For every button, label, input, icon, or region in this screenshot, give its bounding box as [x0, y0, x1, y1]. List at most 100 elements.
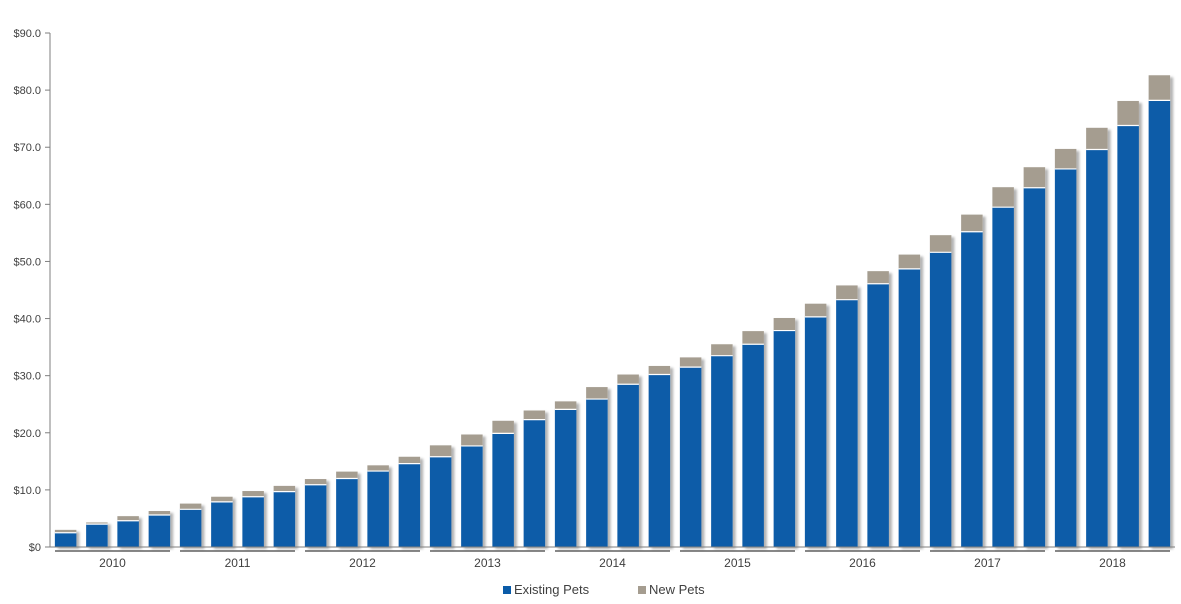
bar-stack [742, 331, 764, 547]
bar-stack [461, 434, 483, 547]
bar-existing-pets [617, 384, 639, 547]
bar-new-pets [86, 522, 108, 525]
bar-stack [992, 187, 1014, 547]
y-tick-label: $80.0 [13, 85, 41, 97]
bar-new-pets [929, 235, 952, 253]
bar-existing-pets [836, 299, 858, 547]
bar-new-pets [398, 456, 421, 464]
bar-stack [773, 317, 796, 547]
bar-new-pets [1086, 127, 1108, 150]
bar-new-pets [742, 331, 764, 345]
bar-new-pets [211, 496, 233, 502]
x-tick-label: 2012 [349, 556, 376, 570]
bar-existing-pets [898, 268, 921, 547]
bar-stack [367, 465, 389, 547]
bar-stack [336, 471, 358, 547]
bar-existing-pets [867, 283, 889, 547]
x-tick-label: 2014 [599, 556, 626, 570]
x-tick-label: 2018 [1099, 556, 1126, 570]
bar-stack [648, 365, 671, 547]
bar-existing-pets [992, 207, 1014, 547]
x-tick-label: 2017 [974, 556, 1001, 570]
legend-swatch [638, 586, 646, 594]
bar-existing-pets [461, 445, 483, 547]
bar-new-pets [554, 401, 577, 410]
bar-stack [492, 420, 514, 547]
bar-stack [1023, 167, 1046, 547]
bar-stack [804, 303, 827, 547]
bar-new-pets [1148, 75, 1171, 101]
bar-new-pets [242, 491, 264, 497]
x-tick-label: 2016 [849, 556, 876, 570]
y-tick-label: $90.0 [13, 28, 41, 40]
bar-stack [679, 357, 702, 547]
x-tick-label: 2013 [474, 556, 501, 570]
x-tick-label: 2011 [225, 556, 251, 570]
bar-stack [586, 387, 608, 547]
bar-stack [711, 344, 733, 547]
bar-stack [617, 374, 639, 547]
bar-stack [1117, 100, 1139, 548]
bar-existing-pets [492, 433, 514, 547]
bar-stack [211, 496, 233, 547]
bar-existing-pets [586, 399, 608, 547]
bar-stack [836, 285, 858, 547]
bar-stack [554, 401, 577, 547]
bar-existing-pets [336, 478, 358, 547]
bar-new-pets [273, 485, 296, 492]
y-tick-label: $30.0 [13, 371, 41, 383]
bar-existing-pets [148, 515, 171, 547]
bar-existing-pets [398, 463, 421, 547]
legend-swatch [503, 586, 511, 594]
bar-stack [429, 445, 452, 547]
bar-stack [242, 491, 264, 547]
bar-existing-pets [1054, 168, 1077, 547]
legend-item-new-pets: New Pets [638, 582, 705, 597]
bar-new-pets [617, 374, 639, 385]
bar-stack [398, 456, 421, 547]
bar-existing-pets [1117, 125, 1139, 548]
bar-stack [117, 516, 139, 547]
bar-new-pets [679, 357, 702, 368]
y-axis: $0 $10.0 $20.0 $30.0 $40.0 $50.0 $60.0 $70.0 $80… [13, 28, 51, 554]
y-tick-label: $0 [29, 542, 41, 554]
y-tick-label: $60.0 [13, 199, 41, 211]
bar-existing-pets [523, 419, 546, 547]
legend-item-existing-pets: Existing Pets [503, 582, 590, 597]
bar-stack [867, 271, 889, 547]
bar-existing-pets [742, 344, 764, 547]
bar-stack [1054, 148, 1077, 547]
bar-existing-pets [1148, 100, 1171, 547]
bar-existing-pets [117, 520, 139, 547]
bar-existing-pets [273, 491, 296, 547]
bars-layer [54, 75, 1171, 548]
bar-existing-pets [367, 471, 389, 547]
bar-new-pets [429, 445, 452, 457]
bar-existing-pets [679, 367, 702, 547]
bar-new-pets [367, 465, 389, 472]
bar-existing-pets [304, 484, 327, 547]
y-tick-label: $40.0 [13, 314, 41, 326]
x-axis: 2010 2011 2012 2013 2014 2015 2016 2017 2018 [50, 546, 1175, 570]
bar-stack [929, 235, 952, 547]
bar-new-pets [461, 434, 483, 446]
bar-stack [523, 410, 546, 547]
bar-stack [304, 479, 327, 547]
bar-new-pets [148, 511, 171, 516]
y-tick-label: $20.0 [13, 428, 41, 440]
bar-new-pets [336, 471, 358, 479]
bar-new-pets [179, 503, 202, 510]
y-tick-label: $10.0 [13, 485, 41, 497]
bar-stack [1148, 75, 1171, 547]
bar-stack [961, 214, 983, 547]
bar-new-pets [711, 344, 733, 356]
bar-stack [179, 503, 202, 547]
bar-existing-pets [1086, 149, 1108, 548]
bar-new-pets [117, 516, 139, 521]
bar-existing-pets [961, 231, 983, 547]
bar-new-pets [1054, 148, 1077, 169]
legend-label: New Pets [649, 582, 705, 597]
bar-stack [898, 254, 921, 547]
